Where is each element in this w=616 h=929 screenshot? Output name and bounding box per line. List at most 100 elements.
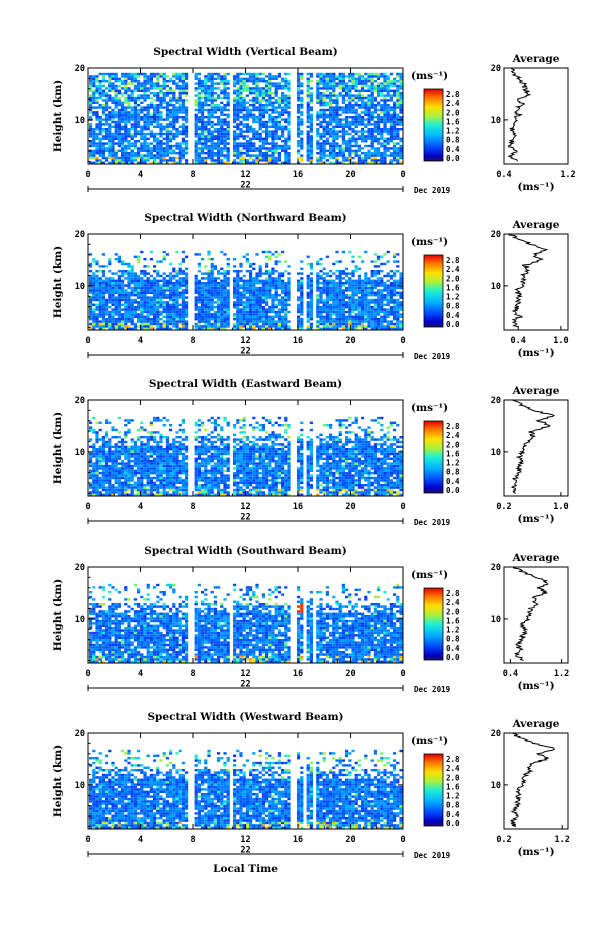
heatmap-cell <box>380 318 384 321</box>
heatmap-cell <box>370 152 374 155</box>
heatmap-cell <box>175 118 179 121</box>
heatmap-cell <box>341 161 345 164</box>
heatmap-cell <box>169 104 173 107</box>
heatmap-cell <box>361 161 365 164</box>
heatmap-cell <box>114 161 118 164</box>
heatmap-cell <box>300 101 304 104</box>
heatmap-cell <box>133 89 137 92</box>
heatmap-cell <box>322 284 326 287</box>
heatmap-cell <box>127 265 131 268</box>
heatmap-cell <box>396 120 400 124</box>
heatmap-cell <box>386 308 390 311</box>
heatmap-cell <box>274 142 278 145</box>
heatmap-cell <box>325 104 329 107</box>
heatmap-cell <box>133 255 137 258</box>
heatmap-cell <box>252 132 256 136</box>
heatmap-cell <box>261 72 265 76</box>
heatmap-cell <box>389 289 393 292</box>
heatmap-cell <box>319 99 323 102</box>
heatmap-cell <box>287 144 291 148</box>
heatmap-cell <box>233 159 237 162</box>
heatmap-cell <box>373 161 377 164</box>
heatmap-cell <box>338 92 342 95</box>
heatmap-cell <box>92 142 96 145</box>
heatmap-cell <box>261 137 265 140</box>
heatmap-cell <box>351 144 355 148</box>
heatmap-cell <box>300 291 304 294</box>
average-profile-line <box>507 233 549 328</box>
heatmap-cell <box>354 152 358 155</box>
heatmap-cell <box>345 111 349 114</box>
heatmap-cell <box>335 306 339 309</box>
heatmap-cell <box>364 284 368 287</box>
heatmap-cell <box>124 303 128 306</box>
average-y-tick-label: 10 <box>491 116 501 126</box>
heatmap-cell <box>332 120 336 124</box>
heatmap-cell <box>242 161 246 164</box>
heatmap-cell <box>245 306 249 309</box>
heatmap-cell <box>383 284 387 287</box>
heatmap-cell <box>194 120 198 124</box>
heatmap-cell <box>338 310 342 314</box>
heatmap-cell <box>316 313 320 316</box>
heatmap-cell <box>181 306 185 309</box>
heatmap-cell <box>319 298 323 302</box>
heatmap-cell <box>345 142 349 145</box>
heatmap-cell <box>325 87 329 90</box>
heatmap-cell <box>197 310 201 314</box>
heatmap-cell <box>322 118 326 121</box>
heatmap-cell <box>322 87 326 90</box>
heatmap-cell <box>332 152 336 155</box>
heatmap-cell <box>213 92 217 95</box>
heatmap-cell <box>210 294 214 297</box>
heatmap-cell <box>153 279 157 282</box>
heatmap-cell <box>92 96 96 100</box>
heatmap-cell <box>181 89 185 92</box>
heatmap-cell <box>348 279 352 282</box>
heatmap-cell <box>223 272 227 275</box>
heatmap-cell <box>361 282 365 285</box>
heatmap-cell <box>338 149 342 152</box>
heatmap-cell <box>217 282 221 285</box>
heatmap-cell <box>236 142 240 145</box>
heatmap-cell <box>242 318 246 321</box>
heatmap-cell <box>143 116 147 119</box>
heatmap-cell <box>399 84 403 88</box>
heatmap-cell <box>194 152 198 155</box>
heatmap-cell <box>220 101 224 104</box>
heatmap-cell <box>252 89 256 92</box>
heatmap-cell <box>207 258 211 261</box>
heatmap-cell <box>121 125 125 128</box>
heatmap-cell <box>329 132 333 136</box>
heatmap-cell <box>117 274 121 278</box>
heatmap-cell <box>124 154 128 157</box>
heatmap-cell <box>146 77 150 80</box>
heatmap-cell <box>130 286 134 290</box>
heatmap-cell <box>207 147 211 150</box>
heatmap-cell <box>114 152 118 155</box>
heatmap-cell <box>197 80 201 83</box>
heatmap-cell <box>181 80 185 83</box>
heatmap-cell <box>204 277 208 280</box>
heatmap-cell <box>194 274 198 278</box>
heatmap-cell <box>236 318 240 321</box>
heatmap-cell <box>223 282 227 285</box>
colorbar <box>423 254 444 328</box>
heatmap-cell <box>95 113 99 116</box>
heatmap-cell <box>345 289 349 292</box>
heatmap-cell <box>172 149 176 152</box>
heatmap-cell <box>105 291 109 294</box>
heatmap-cell <box>354 270 358 273</box>
heatmap-cell <box>117 77 121 80</box>
heatmap-cell <box>389 270 393 273</box>
heatmap-cell <box>207 132 211 136</box>
heatmap-cell <box>261 80 265 83</box>
heatmap-cell <box>252 262 256 266</box>
heatmap-cell <box>197 106 201 109</box>
heatmap-cell <box>322 120 326 124</box>
heatmap-cell <box>322 113 326 116</box>
heatmap-cell <box>322 140 326 143</box>
heatmap-cell <box>393 294 397 297</box>
heatmap-cell <box>351 82 355 85</box>
heatmap-cell <box>226 294 230 297</box>
